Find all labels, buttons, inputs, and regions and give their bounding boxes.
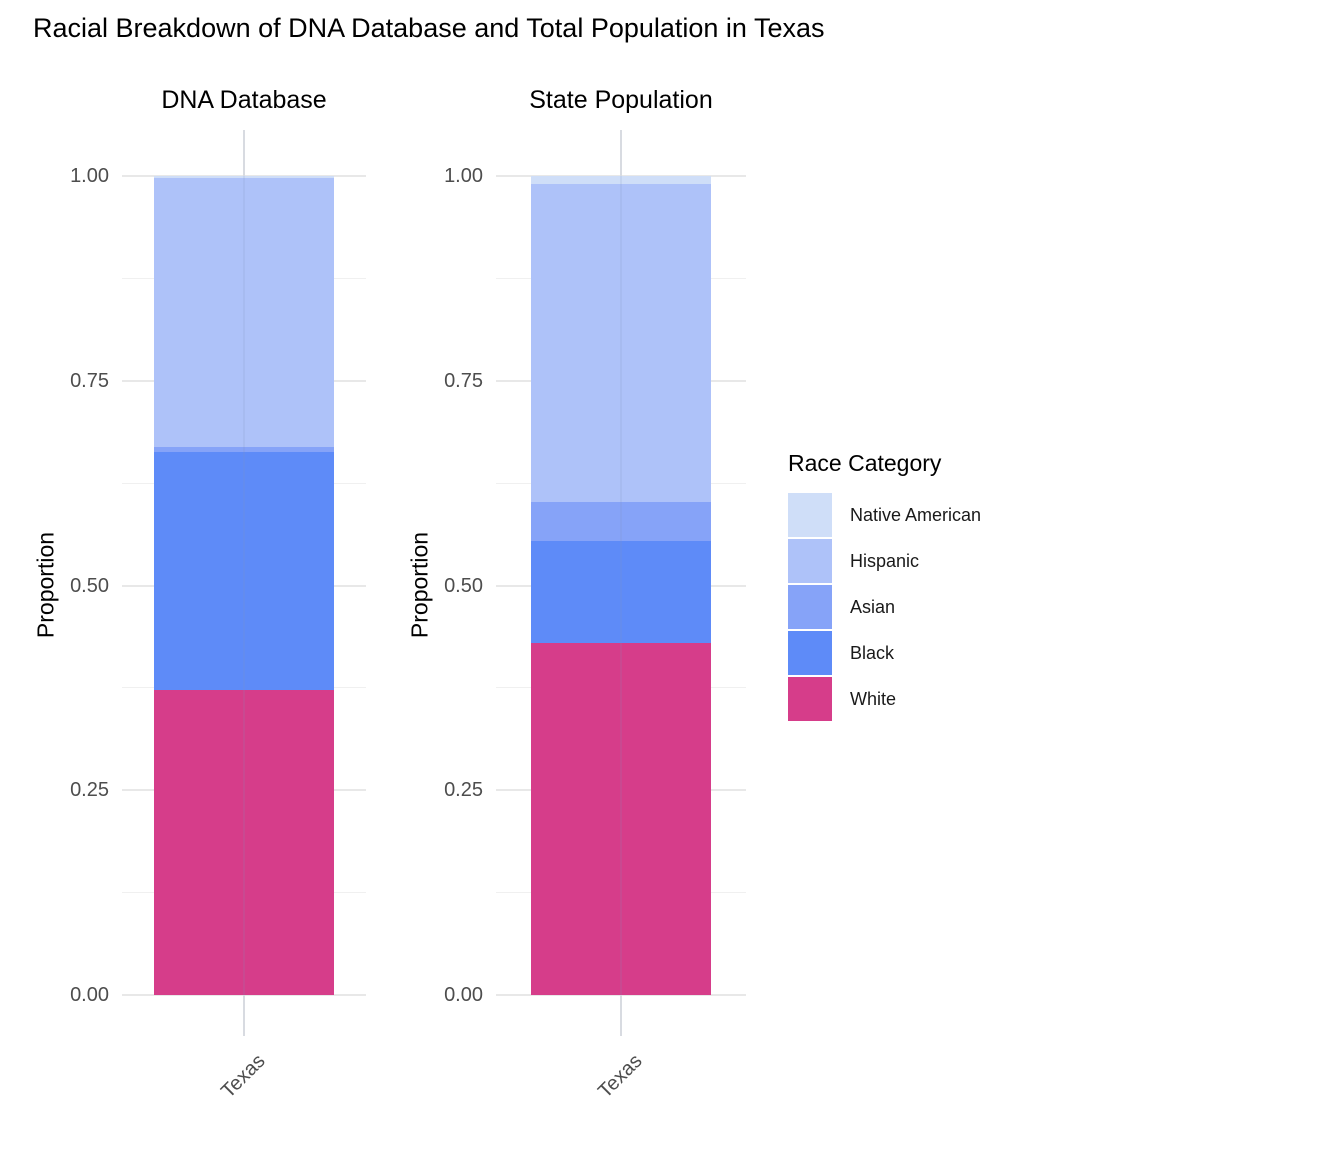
- x-tick-label: Texas: [217, 1050, 270, 1103]
- y-tick-label: 1.00: [444, 165, 483, 187]
- y-tick-label: 1.00: [70, 165, 109, 187]
- bar-segment-black: [154, 452, 334, 691]
- y-tick-label: 0.75: [444, 369, 483, 392]
- y-tick-label: 0.75: [70, 369, 109, 392]
- legend-swatch-native_american: [788, 493, 832, 537]
- bar-segment-asian: [154, 447, 334, 452]
- x-tick-label: Texas: [594, 1050, 647, 1103]
- legend-swatch-hispanic: [788, 539, 832, 583]
- chart-title: Racial Breakdown of DNA Database and Tot…: [33, 13, 825, 43]
- y-tick-label: 0.25: [444, 779, 483, 802]
- bar-segment-hispanic: [154, 177, 334, 448]
- legend-swatch-white: [788, 677, 832, 721]
- bar-segment-native_american: [531, 176, 711, 185]
- bar-segment-asian: [531, 501, 711, 542]
- legend-label-black: Black: [850, 643, 895, 663]
- y-tick-label: 0.50: [444, 574, 483, 597]
- y-tick-label: 0.00: [70, 984, 109, 1006]
- y-tick-label: 0.50: [70, 574, 109, 597]
- legend-label-hispanic: Hispanic: [850, 551, 920, 571]
- y-tick-label: 0.00: [444, 984, 483, 1006]
- bar-segment-black: [531, 541, 711, 643]
- bar-segment-hispanic: [531, 184, 711, 502]
- bar-segment-white: [154, 690, 334, 995]
- legend-swatch-black: [788, 631, 832, 675]
- panel-title-dna-database: DNA Database: [161, 86, 327, 114]
- legend-label-native_american: Native American: [850, 505, 982, 525]
- legend-swatch-asian: [788, 585, 832, 629]
- legend-label-white: White: [850, 689, 897, 709]
- gridline-vertical-overlay: [620, 130, 622, 1036]
- bar-segment-white: [531, 642, 711, 995]
- legend-label-asian: Asian: [850, 597, 896, 617]
- panel-title-state-population: State Population: [529, 86, 713, 114]
- bar-segment-native_american: [154, 176, 334, 178]
- legend-title: Race Category: [788, 450, 942, 476]
- gridline-vertical-overlay: [243, 130, 245, 1036]
- y-tick-label: 0.25: [70, 779, 109, 802]
